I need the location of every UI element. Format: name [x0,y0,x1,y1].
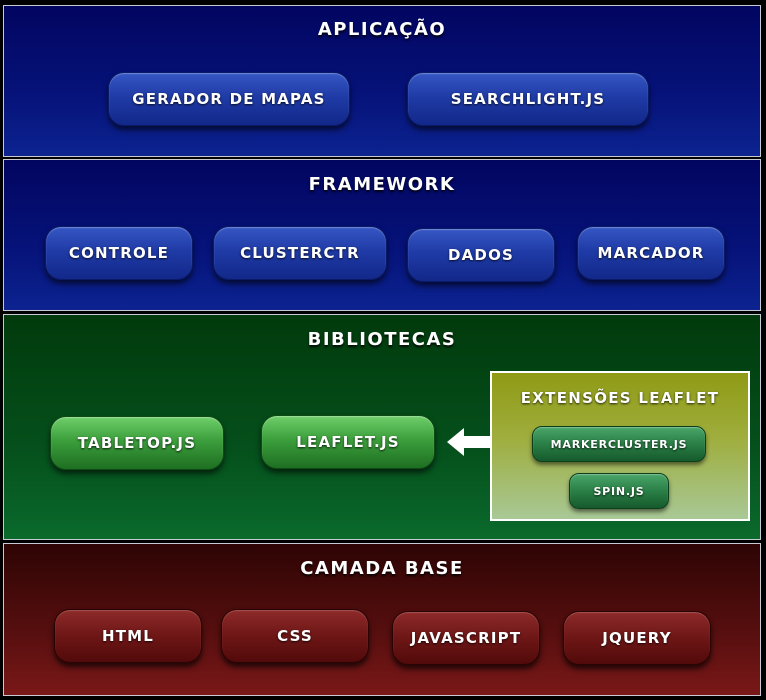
extensoes-leaflet-box: EXTENSÕES LEAFLET MARKERCLUSTER.JS SPIN.… [490,371,750,521]
spin-js-button[interactable]: SPIN.JS [569,473,669,509]
markercluster-js-button[interactable]: MARKERCLUSTER.JS [532,426,706,462]
clusterctr-button[interactable]: CLUSTERCTR [213,226,387,280]
javascript-button[interactable]: JAVASCRIPT [392,611,540,665]
layer-camada-base: CAMADA BASE HTML CSS JAVASCRIPT JQUERY [3,543,761,696]
layer-title-framework: FRAMEWORK [308,174,456,195]
layer-aplicacao: APLICAÇÃO GERADOR DE MAPAS SEARCHLIGHT.J… [3,5,761,157]
layer-bibliotecas: BIBLIOTECAS TABLETOP.JS LEAFLET.JS EXTEN… [3,314,761,540]
leaflet-js-button[interactable]: LEAFLET.JS [261,415,435,469]
left-arrow-icon [447,428,491,456]
layer-title-aplicacao: APLICAÇÃO [317,19,447,40]
gerador-de-mapas-button[interactable]: GERADOR DE MAPAS [108,72,350,126]
dados-button[interactable]: DADOS [407,228,555,282]
extensoes-leaflet-title: EXTENSÕES LEAFLET [520,389,720,407]
layer-framework: FRAMEWORK CONTROLE CLUSTERCTR DADOS MARC… [3,159,761,311]
marcador-button[interactable]: MARCADOR [577,226,725,280]
jquery-button[interactable]: JQUERY [563,611,711,665]
searchlight-js-button[interactable]: SEARCHLIGHT.JS [407,72,649,126]
css-button[interactable]: CSS [221,609,369,663]
controle-button[interactable]: CONTROLE [45,226,193,280]
html-button[interactable]: HTML [54,609,202,663]
layer-title-bibliotecas: BIBLIOTECAS [307,329,457,350]
layer-title-camada-base: CAMADA BASE [300,558,464,579]
tabletop-js-button[interactable]: TABLETOP.JS [50,416,224,470]
